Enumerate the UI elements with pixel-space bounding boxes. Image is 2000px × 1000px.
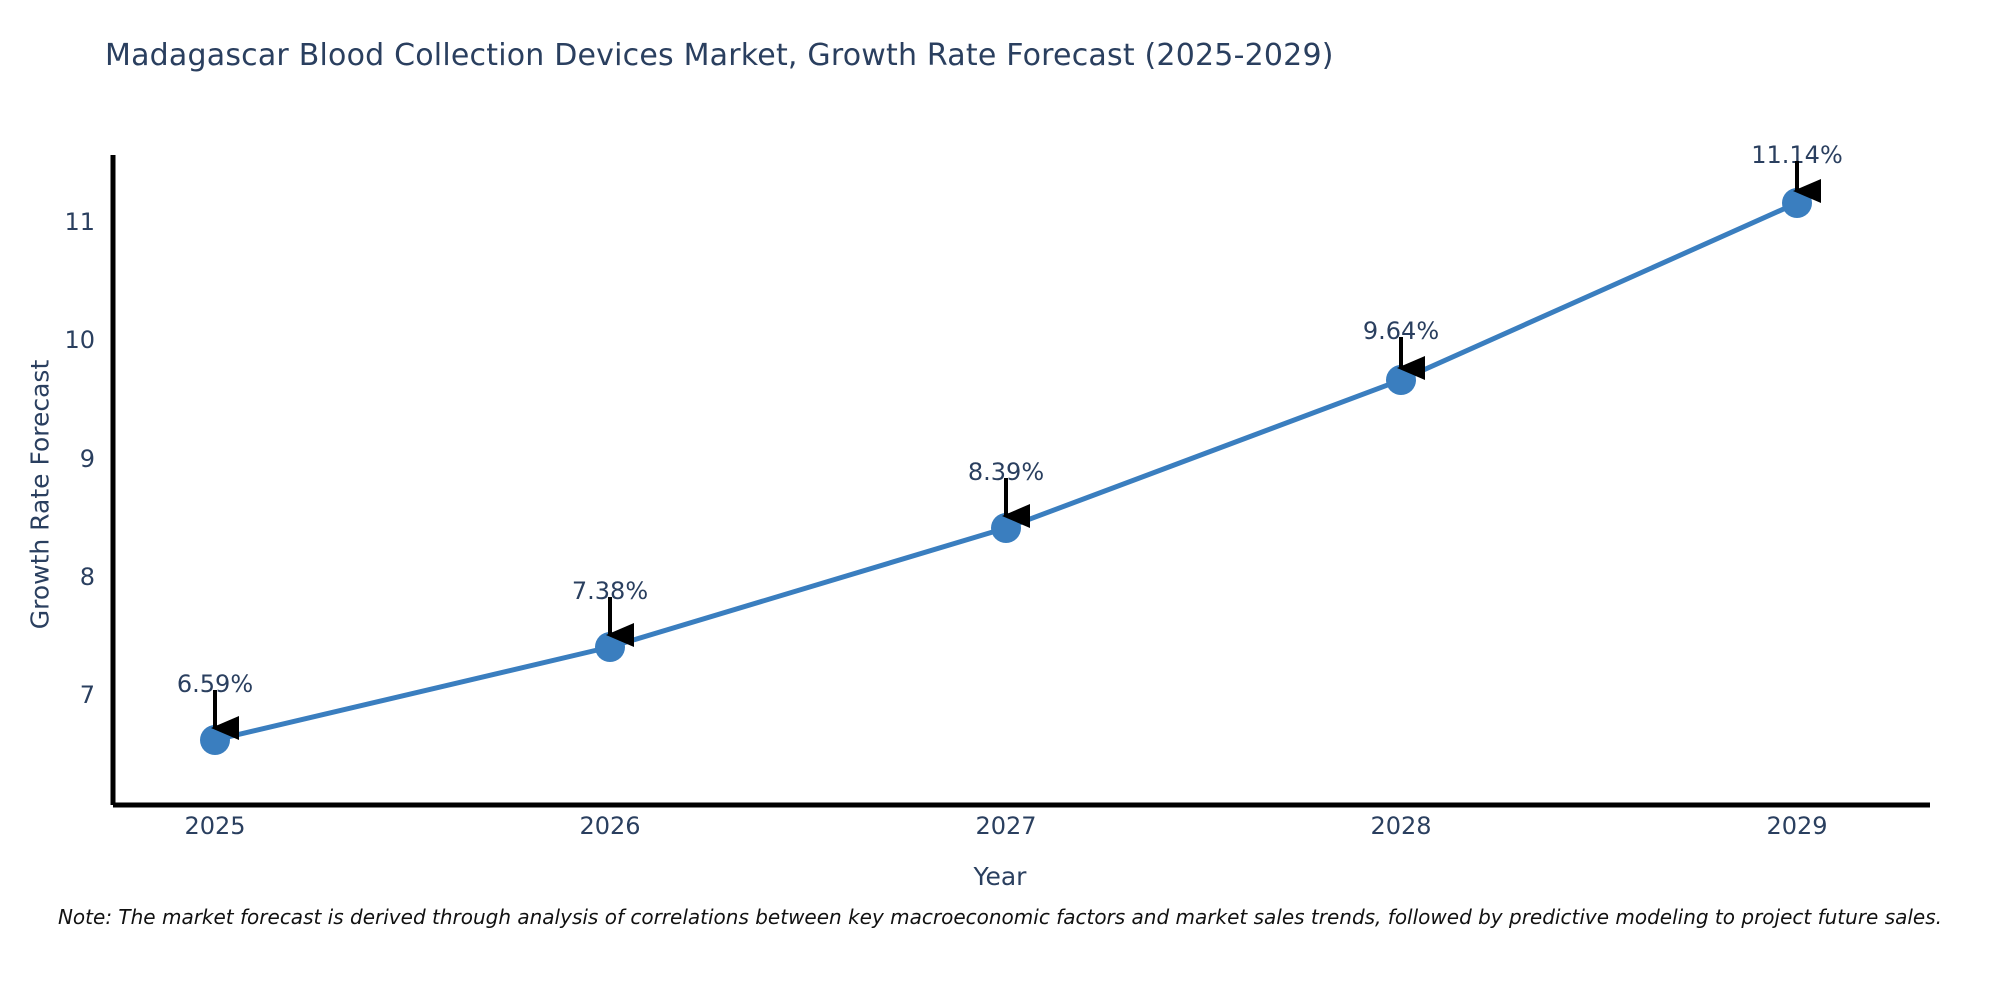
data-point-marker[interactable] (200, 725, 230, 755)
chart-title: Madagascar Blood Collection Devices Mark… (105, 38, 1334, 73)
x-axis-title: Year (973, 862, 1027, 891)
x-tick-label: 2029 (1766, 812, 1828, 840)
x-tick-label: 2025 (184, 812, 246, 840)
data-point-marker[interactable] (1782, 188, 1812, 218)
data-point-marker[interactable] (991, 513, 1021, 543)
data-point-marker[interactable] (595, 632, 625, 662)
y-tick-label: 11 (64, 208, 95, 236)
y-tick-label: 7 (79, 681, 95, 709)
y-tick-label: 10 (64, 326, 95, 354)
x-tick-label: 2027 (975, 812, 1037, 840)
footnote: Note: The market forecast is derived thr… (57, 905, 1943, 929)
y-tick-label: 9 (79, 445, 95, 473)
data-line-growth-rate-forecast (212, 200, 1800, 743)
data-point-marker[interactable] (1386, 365, 1416, 395)
y-tick-label: 8 (79, 563, 95, 591)
x-tick-label: 2028 (1370, 812, 1432, 840)
x-tick-label: 2026 (579, 812, 641, 840)
